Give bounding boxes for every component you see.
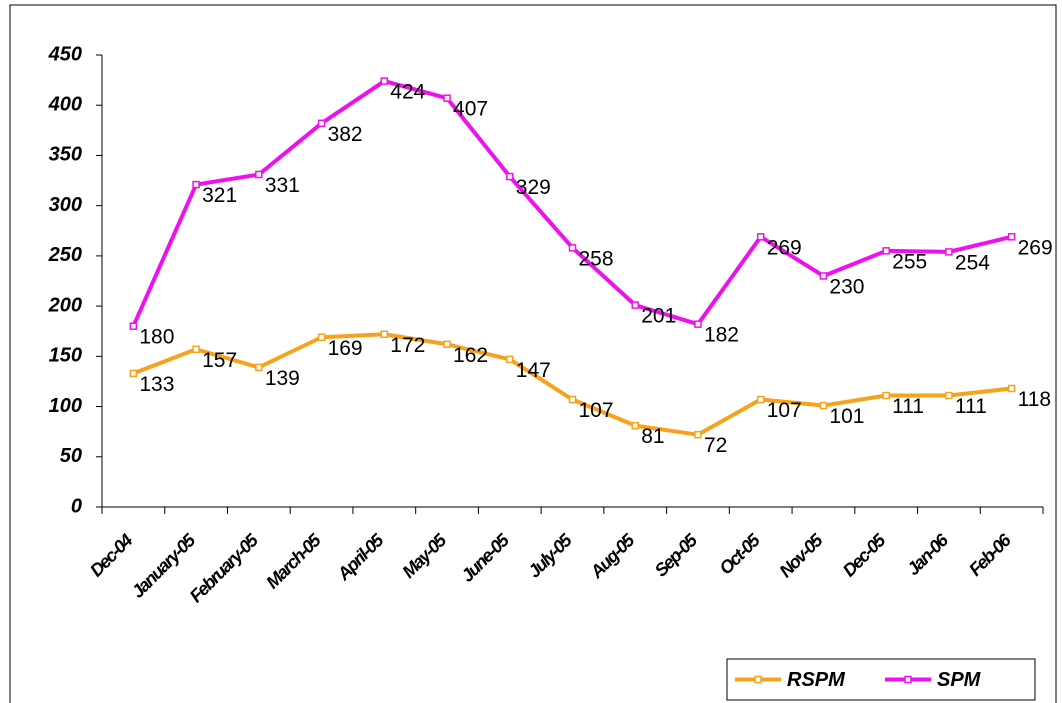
- data-label: 107: [767, 399, 802, 422]
- x-tick-label: Nov-05: [775, 529, 827, 581]
- marker: [568, 395, 577, 404]
- marker: [380, 77, 389, 85]
- data-label: 182: [704, 324, 739, 347]
- legend-marker: [754, 675, 762, 684]
- marker: [568, 244, 577, 252]
- data-label: 329: [516, 176, 551, 199]
- y-tick-label: 100: [49, 395, 82, 417]
- y-tick-label: 50: [60, 445, 82, 467]
- marker: [506, 172, 514, 181]
- data-label: 111: [892, 395, 924, 418]
- marker: [506, 355, 514, 364]
- data-label: 169: [328, 337, 363, 360]
- marker: [756, 395, 765, 404]
- marker: [380, 330, 389, 338]
- marker: [1007, 384, 1016, 393]
- marker: [1007, 233, 1016, 241]
- marker: [945, 391, 953, 400]
- y-tick-label: 250: [48, 244, 82, 266]
- marker: [255, 363, 263, 372]
- marker: [192, 345, 200, 354]
- y-tick-label: 400: [48, 94, 82, 116]
- legend-marker: [904, 675, 912, 684]
- data-label: 269: [1018, 236, 1053, 259]
- marker: [882, 247, 890, 255]
- marker: [819, 401, 828, 410]
- x-tick-label: Jan-06: [903, 529, 953, 579]
- data-label: 201: [641, 305, 676, 328]
- y-tick-label: 450: [48, 43, 82, 65]
- x-tick-label: May-05: [398, 529, 451, 582]
- marker: [631, 301, 639, 309]
- chart-frame: [9, 4, 1057, 703]
- data-label: 111: [955, 395, 987, 418]
- data-label: 133: [139, 373, 174, 396]
- data-label: 407: [453, 98, 488, 121]
- marker: [317, 333, 326, 341]
- data-label: 147: [516, 359, 551, 382]
- data-label: 269: [767, 236, 802, 259]
- marker: [255, 170, 263, 179]
- series-line: [131, 79, 1013, 328]
- x-tick-label: Feb-06: [965, 529, 1016, 580]
- x-tick-label: June-05: [457, 529, 514, 586]
- data-label: 139: [265, 367, 300, 390]
- marker: [317, 119, 326, 128]
- y-tick-label: 350: [49, 144, 82, 166]
- marker: [945, 248, 953, 256]
- data-label: 255: [892, 250, 927, 273]
- data-label: 230: [829, 276, 864, 299]
- data-label: 81: [641, 425, 664, 448]
- data-label: 424: [390, 81, 425, 104]
- data-label: 254: [955, 251, 990, 274]
- marker: [756, 233, 765, 241]
- y-tick-label: 0: [71, 495, 82, 517]
- marker: [694, 320, 702, 328]
- data-label: 162: [453, 344, 488, 367]
- x-tick-label: Dec-04: [86, 530, 137, 581]
- x-tick-label: Oct-05: [715, 529, 764, 578]
- x-tick-label: April-05: [333, 529, 389, 585]
- y-tick-label: 150: [49, 345, 82, 367]
- data-label: 172: [390, 334, 425, 357]
- marker: [694, 430, 702, 439]
- x-tick-label: July-05: [524, 529, 576, 581]
- marker: [443, 94, 451, 102]
- x-tick-label: Dec-05: [839, 529, 890, 580]
- x-tick-label: Sep-05: [651, 529, 702, 580]
- data-label: 180: [139, 326, 174, 349]
- marker: [129, 369, 138, 378]
- marker: [631, 421, 639, 430]
- data-label: 101: [829, 405, 864, 428]
- data-label: 331: [265, 174, 300, 197]
- y-tick-label: 300: [49, 194, 82, 216]
- marker: [882, 391, 890, 400]
- x-tick-label: March-05: [262, 529, 325, 592]
- marker: [443, 340, 451, 349]
- data-label: 382: [328, 123, 363, 146]
- marker: [192, 180, 200, 189]
- legend-label: SPM: [937, 669, 982, 691]
- data-label: 258: [579, 247, 614, 270]
- legend-label: RSPM: [787, 669, 846, 691]
- data-label: 107: [579, 399, 614, 422]
- data-label: 72: [704, 434, 727, 457]
- x-tick-label: February-05: [186, 529, 263, 606]
- marker: [819, 272, 828, 280]
- marker: [129, 322, 138, 330]
- data-label: 157: [202, 349, 237, 372]
- x-tick-label: Aug-05: [586, 529, 639, 582]
- data-label: 118: [1018, 388, 1051, 411]
- data-label: 321: [202, 184, 237, 207]
- y-tick-label: 200: [48, 294, 82, 316]
